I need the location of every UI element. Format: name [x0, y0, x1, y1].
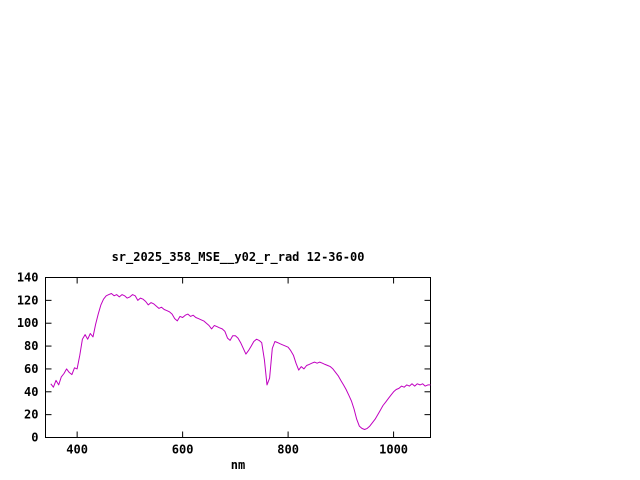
chart-title: sr_2025_358_MSE__y02_r_rad 12-36-00: [111, 250, 365, 264]
x-axis-tick-label: 1000: [379, 443, 408, 457]
plot-border: [45, 277, 431, 438]
y-axis-tick-label: 40: [24, 385, 38, 399]
y-axis-tick-label: 20: [24, 408, 38, 422]
y-axis-tick-label: 100: [17, 316, 39, 330]
data-line: [50, 293, 431, 430]
y-axis-tick-label: 60: [24, 362, 38, 376]
y-axis-tick-label: 120: [17, 293, 39, 307]
y-axis-tick-label: 0: [31, 431, 38, 445]
y-axis-tick-label: 140: [17, 271, 39, 285]
y-axis-tick-label: 80: [24, 339, 38, 353]
x-axis-tick-label: 400: [66, 443, 88, 457]
x-axis-tick-label: 800: [277, 443, 299, 457]
x-axis-title: nm: [230, 458, 246, 472]
x-axis-tick-label: 600: [172, 443, 194, 457]
